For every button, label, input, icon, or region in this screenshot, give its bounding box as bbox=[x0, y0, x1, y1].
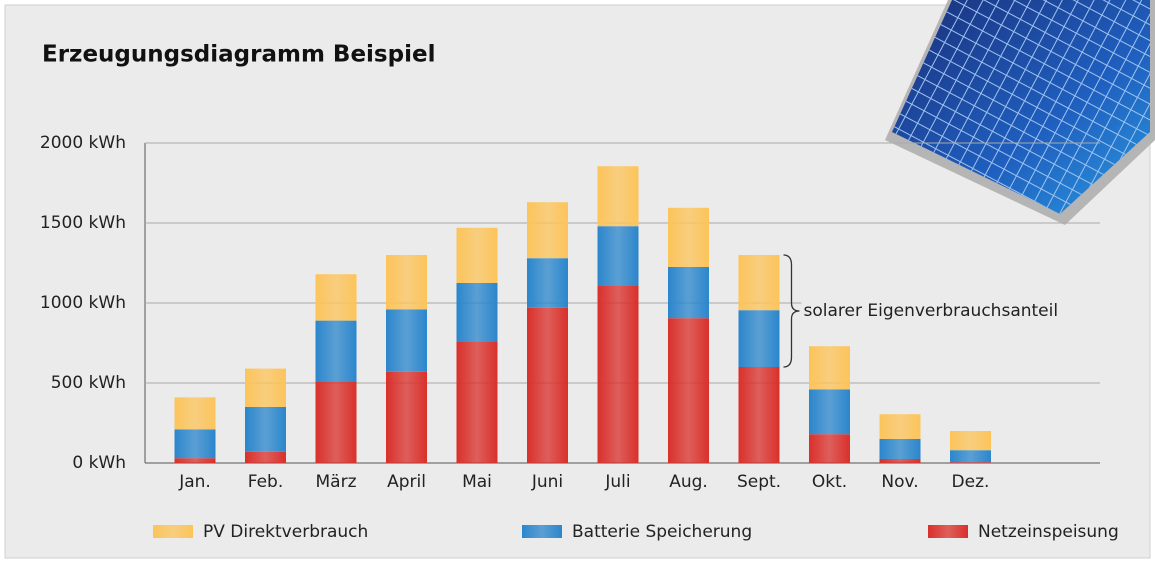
bar-segment bbox=[245, 369, 286, 407]
bar-segment bbox=[880, 459, 921, 463]
bar-segment bbox=[457, 228, 498, 283]
x-tick-label: Jan. bbox=[178, 472, 211, 492]
bar-segment bbox=[316, 321, 357, 382]
legend-label: Batterie Speicherung bbox=[572, 522, 752, 542]
bar-segment bbox=[739, 367, 780, 463]
x-tick-label: März bbox=[316, 472, 357, 492]
bar-segment bbox=[175, 397, 216, 429]
chart: Erzeugungsdiagramm Beispiel 0 kWh 500 kWh… bbox=[0, 0, 1155, 563]
x-tick-label: Feb. bbox=[248, 472, 284, 492]
bar-segment bbox=[527, 308, 568, 463]
x-tick-label: Sept. bbox=[737, 472, 781, 492]
bar-segment bbox=[668, 318, 709, 463]
y-tick-label: 1000 kWh bbox=[40, 293, 126, 313]
y-tick-label: 1500 kWh bbox=[40, 213, 126, 233]
page: Erzeugungsdiagramm Beispiel 0 kWh 500 kWh… bbox=[0, 0, 1155, 563]
annotation: solarer Eigenverbrauchsanteil bbox=[804, 301, 1059, 321]
bar-segment bbox=[245, 452, 286, 463]
bar-segment bbox=[950, 462, 991, 463]
y-tick-label: 500 kWh bbox=[51, 373, 126, 393]
bar-segment bbox=[175, 429, 216, 458]
bar-segment bbox=[950, 431, 991, 450]
bar-segment bbox=[598, 166, 639, 226]
chart-title: Erzeugungsdiagramm Beispiel bbox=[42, 42, 435, 68]
bar-segment bbox=[809, 346, 850, 389]
bar-segment bbox=[527, 258, 568, 308]
bar-segment bbox=[739, 255, 780, 310]
bar-segment bbox=[598, 285, 639, 463]
x-tick-label: Okt. bbox=[812, 472, 847, 492]
bar-segment bbox=[809, 389, 850, 434]
bar-segment bbox=[457, 283, 498, 341]
x-tick-label: April bbox=[387, 472, 426, 492]
legend-label: Netzeinspeisung bbox=[978, 522, 1119, 542]
bar-segment bbox=[386, 372, 427, 463]
bar-segment bbox=[668, 267, 709, 318]
bar-segment bbox=[386, 255, 427, 309]
x-tick-label: Juli bbox=[604, 472, 630, 492]
legend-swatch bbox=[522, 525, 562, 538]
bar-segment bbox=[527, 202, 568, 258]
bar-segment bbox=[880, 439, 921, 459]
legend-swatch bbox=[153, 525, 193, 538]
bar-segment bbox=[175, 458, 216, 463]
bar-segment bbox=[316, 381, 357, 463]
bar-segment bbox=[386, 309, 427, 371]
bar-segment bbox=[245, 407, 286, 452]
y-tick-label: 0 kWh bbox=[72, 453, 126, 473]
bar-segment bbox=[598, 226, 639, 285]
legend-label: PV Direktverbrauch bbox=[203, 522, 368, 542]
bar-segment bbox=[457, 341, 498, 463]
bar-segment bbox=[950, 450, 991, 462]
bar-segment bbox=[316, 274, 357, 320]
bar-segment bbox=[809, 434, 850, 463]
bar-segment bbox=[880, 414, 921, 439]
x-tick-label: Juni bbox=[531, 472, 563, 492]
bar-segment bbox=[739, 310, 780, 367]
legend-swatch bbox=[928, 525, 968, 538]
x-tick-label: Mai bbox=[462, 472, 492, 492]
y-tick-label: 2000 kWh bbox=[40, 133, 126, 153]
x-tick-label: Dez. bbox=[952, 472, 990, 492]
x-tick-label: Nov. bbox=[881, 472, 918, 492]
bar-segment bbox=[668, 208, 709, 267]
x-tick-label: Aug. bbox=[669, 472, 708, 492]
